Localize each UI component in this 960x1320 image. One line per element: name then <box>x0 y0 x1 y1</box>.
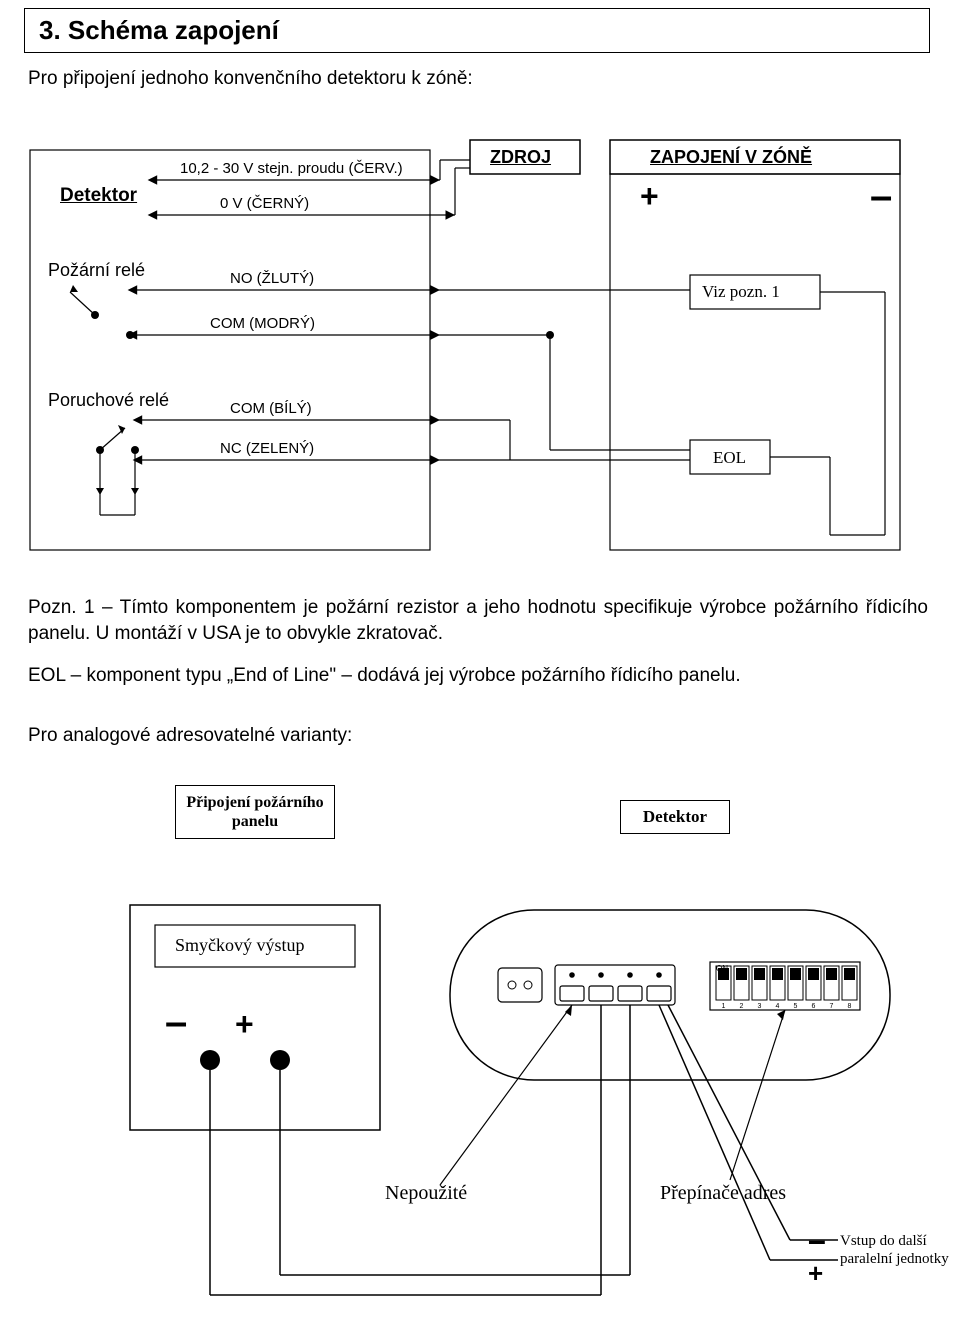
minus3: – <box>808 1222 826 1259</box>
panel-box: Připojení požárního panelu <box>175 785 335 839</box>
wire2-label: 0 V (ČERNÝ) <box>220 195 309 212</box>
plus2: + <box>235 1006 254 1043</box>
plus-sign: + <box>640 178 659 215</box>
wire6-label: NC (ZELENÝ) <box>220 440 314 457</box>
note-eol: EOL – komponent typu „End of Line" – dod… <box>28 665 928 687</box>
diagram1-svg <box>0 120 960 640</box>
svg-text:7: 7 <box>830 1003 834 1010</box>
intro-text: Pro připojení jednoho konvenčního detekt… <box>28 68 473 90</box>
zone-label: ZAPOJENÍ V ZÓNĚ <box>650 147 812 168</box>
input-next-label: Vstup do další paralelní jednotky <box>840 1232 950 1268</box>
svg-text:3: 3 <box>758 1003 762 1010</box>
fire-relay-label: Požární relé <box>48 260 145 281</box>
eol-label: EOL <box>713 448 746 468</box>
section-title-box: 3. Schéma zapojení <box>24 8 930 53</box>
wire1-label: 10,2 - 30 V stejn. proudu (ČERV.) <box>180 160 403 177</box>
plus3: + <box>808 1258 823 1289</box>
svg-text:6: 6 <box>812 1003 816 1010</box>
svg-text:4: 4 <box>776 1003 780 1010</box>
page: 3. Schéma zapojení Pro připojení jednoho… <box>0 0 960 1307</box>
minus2: – <box>165 1000 187 1045</box>
on-label: ON <box>716 964 728 973</box>
detector-label: Detektor <box>60 185 137 207</box>
detector2-box: Detektor <box>620 800 730 834</box>
minus-sign: – <box>870 174 892 219</box>
wire4-label: COM (MODRÝ) <box>210 315 315 332</box>
note1: Pozn. 1 – Tímto komponentem je požární r… <box>28 595 928 646</box>
svg-text:8: 8 <box>848 1003 852 1010</box>
unused-label: Nepoužité <box>385 1182 467 1205</box>
loop-out-label: Smyčkový výstup <box>175 935 305 956</box>
section-title: 3. Schéma zapojení <box>39 15 279 45</box>
svg-text:1: 1 <box>722 1003 726 1010</box>
fault-relay-label: Poruchové relé <box>48 390 169 411</box>
svg-text:5: 5 <box>794 1003 798 1010</box>
switches-label: Přepínače adres <box>660 1182 786 1205</box>
zdroj-label: ZDROJ <box>490 147 551 168</box>
wire5-label: COM (BÍLÝ) <box>230 400 312 417</box>
seenote-label: Viz pozn. 1 <box>702 282 780 302</box>
wire3-label: NO (ŽLUTÝ) <box>230 270 314 287</box>
svg-text:2: 2 <box>740 1003 744 1010</box>
variants: Pro analogové adresovatelné varianty: <box>28 725 928 747</box>
